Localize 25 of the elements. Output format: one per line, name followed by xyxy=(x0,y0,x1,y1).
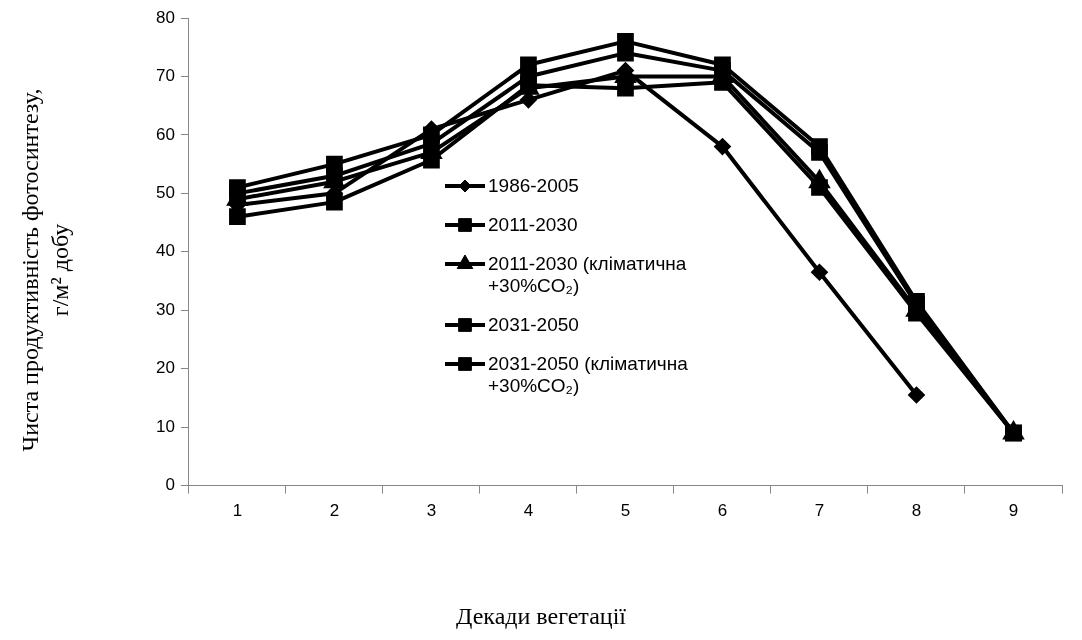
x-axis-title: Декади вегетації xyxy=(455,603,627,630)
x-tick-label: 7 xyxy=(814,501,825,521)
y-axis-title: Чиста продуктивність фотосинтезу, г/м² добу xyxy=(16,87,74,454)
y-tick-label: 40 xyxy=(155,241,175,261)
y-tick-label: 0 xyxy=(165,475,175,495)
legend-label: 2011-2030 xyxy=(488,214,578,236)
y-tick-label: 80 xyxy=(155,7,175,27)
x-tick-label: 2 xyxy=(329,501,340,521)
y-tick-label: 60 xyxy=(155,124,175,144)
x-tick-label: 1 xyxy=(232,501,243,521)
y-tick-label: 20 xyxy=(155,358,175,378)
legend-label: 2031-2050 xyxy=(488,314,579,336)
x-tick-label: 6 xyxy=(717,501,728,521)
y-tick-label: 50 xyxy=(155,183,175,203)
legend-label: 2011-2030 (кліматична +30%CO₂) xyxy=(488,253,688,297)
legend-label: 1986-2005 xyxy=(488,175,579,197)
y-tick-label: 30 xyxy=(155,299,175,319)
legend-label: 2031-2050 (кліматична +30%CO₂) xyxy=(488,353,689,397)
y-tick-label: 70 xyxy=(155,66,175,86)
x-tick-label: 8 xyxy=(911,501,922,521)
x-tick-label: 3 xyxy=(426,501,437,521)
y-tick-label: 10 xyxy=(155,416,175,436)
x-tick-label: 5 xyxy=(620,501,631,521)
x-tick-label: 4 xyxy=(523,501,534,521)
x-tick-label: 9 xyxy=(1008,501,1019,521)
